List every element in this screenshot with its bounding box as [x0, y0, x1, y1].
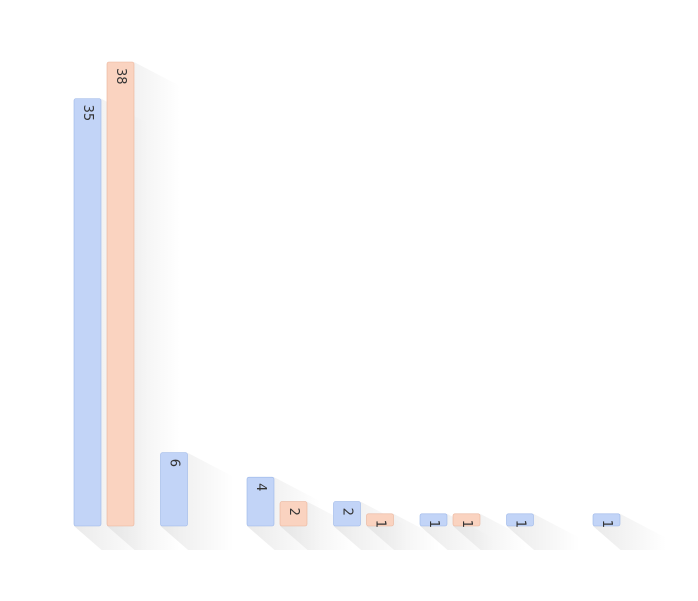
bar-value-label: 6: [167, 459, 182, 467]
bar-value-label: 38: [113, 68, 128, 85]
bar-series-2-group-3[interactable]: [279, 501, 308, 527]
bar-series-2-group-1[interactable]: [106, 61, 135, 527]
bar-layer: [73, 61, 621, 527]
bar-series-1-group-3[interactable]: [246, 476, 275, 527]
bar-series-1-group-7[interactable]: [592, 513, 621, 527]
bar-series-1-group-5[interactable]: [419, 513, 448, 527]
bar-series-1-group-2[interactable]: [160, 452, 188, 527]
bar-value-label: 1: [373, 520, 388, 528]
bar-series-2-group-5[interactable]: [452, 513, 481, 527]
bar-value-label: 35: [80, 105, 95, 122]
bar-value-label: 1: [599, 520, 614, 528]
bar-series-1-group-1[interactable]: [73, 98, 102, 527]
bar-series-1-group-6[interactable]: [506, 513, 534, 527]
bar-value-label: 1: [513, 520, 528, 528]
bar-value-label: 4: [253, 483, 268, 491]
bar-series-2-group-4[interactable]: [366, 513, 394, 527]
bar-value-label: 2: [339, 508, 354, 516]
bar-value-label: 1: [459, 520, 474, 528]
bar-series-1-group-4[interactable]: [333, 501, 361, 527]
value-label-layer: 35 38 6 4 2 2 1 1 1 1 1: [80, 68, 614, 528]
bar-value-label: 1: [426, 520, 441, 528]
bar-value-label: 2: [286, 508, 301, 516]
